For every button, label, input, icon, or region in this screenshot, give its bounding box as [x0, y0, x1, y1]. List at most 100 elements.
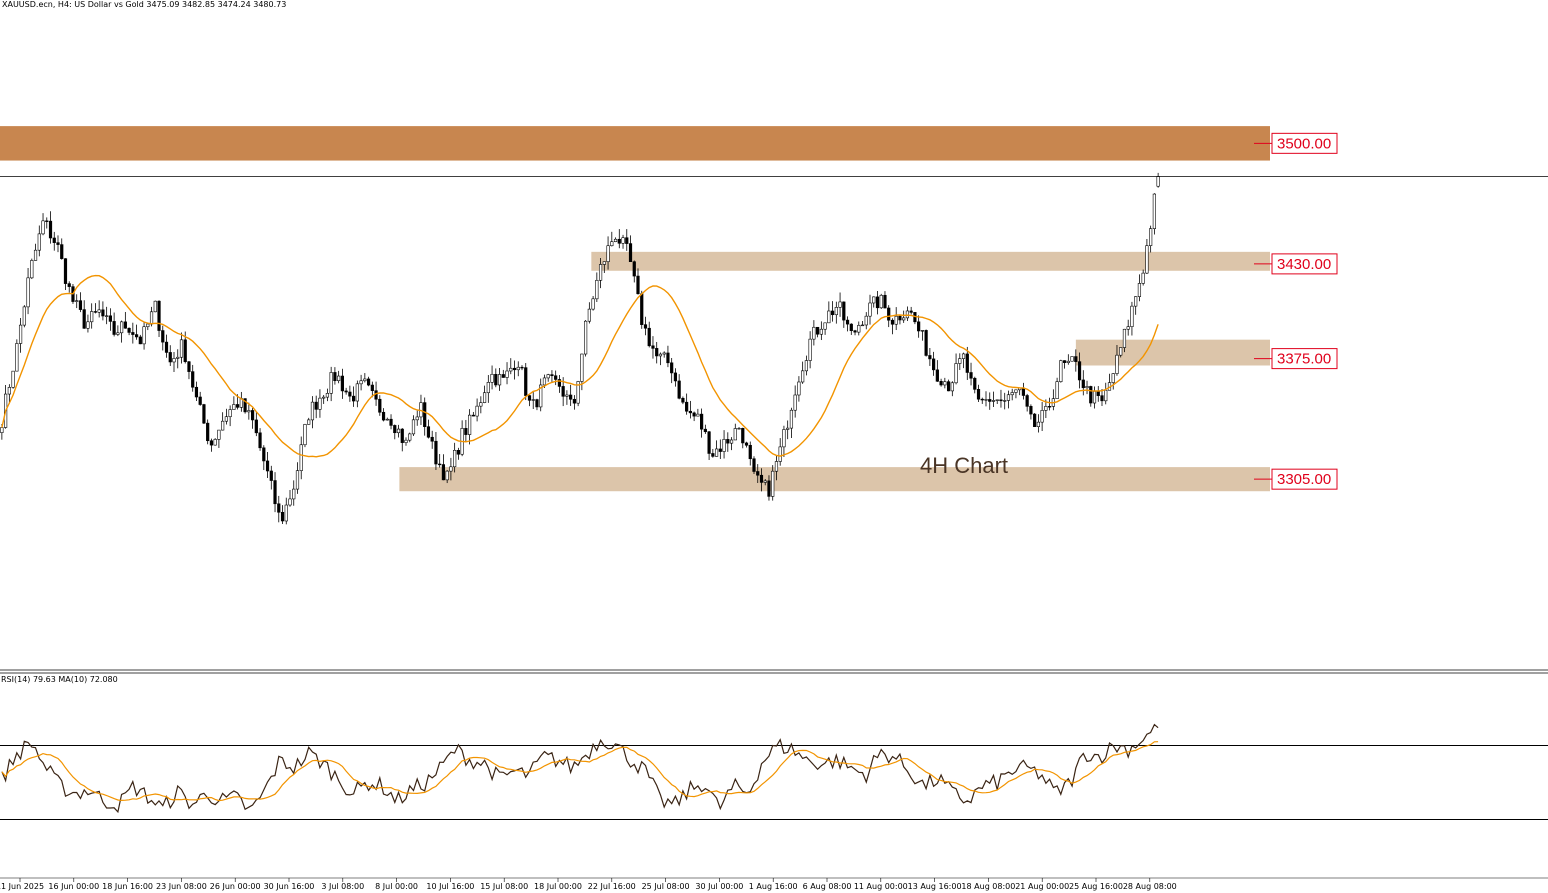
- candle: [75, 294, 79, 309]
- candle: [292, 480, 296, 506]
- rsi-ma-line: [1, 741, 1159, 802]
- level-labels: 3500.00 3430.00 3375.00 3305.00: [1254, 132, 1338, 490]
- candle: [509, 358, 513, 375]
- candle: [1130, 301, 1134, 336]
- candle: [389, 414, 393, 430]
- time-axis-ticks: 11 Jun 2025 16 Jun 00:00 18 Jun 16:00 23 Ju…: [0, 878, 1177, 891]
- candle: [928, 347, 932, 366]
- candle: [1089, 385, 1093, 407]
- candle: [52, 231, 56, 251]
- candle: [969, 362, 973, 386]
- candle: [1051, 389, 1055, 411]
- candle: [782, 425, 786, 457]
- candle: [396, 424, 401, 438]
- candle: [673, 368, 678, 387]
- candle: [804, 355, 808, 376]
- candle: [11, 370, 15, 389]
- candle: [718, 439, 722, 459]
- candle: [827, 301, 831, 324]
- candle: [920, 330, 924, 341]
- candle: [917, 315, 921, 338]
- candle: [501, 369, 505, 378]
- candle: [273, 472, 277, 513]
- candle: [954, 353, 958, 385]
- candle: [883, 291, 887, 309]
- candle: [1104, 382, 1108, 405]
- candle: [172, 352, 176, 372]
- candle: [78, 292, 83, 313]
- candle: [946, 379, 951, 392]
- candle: [692, 411, 696, 422]
- candle: [318, 389, 322, 418]
- candle: [894, 307, 898, 331]
- candle: [254, 411, 258, 437]
- candle: [134, 324, 139, 340]
- candle: [729, 437, 734, 451]
- candle: [606, 236, 610, 270]
- candle: [247, 402, 251, 420]
- candle: [337, 370, 341, 384]
- chart-caption: 4H Chart: [920, 453, 1008, 478]
- candle: [198, 391, 202, 406]
- candle: [752, 456, 756, 475]
- candle: [232, 396, 236, 410]
- candle: [1003, 392, 1007, 410]
- candle: [939, 378, 943, 387]
- candle: [333, 367, 337, 385]
- candle: [741, 427, 745, 449]
- candle: [797, 376, 801, 402]
- candle: [670, 357, 674, 384]
- candle: [348, 385, 352, 402]
- candle: [1018, 387, 1022, 396]
- rsi-header: RSI(14) 79.63 MA(10) 72.080: [1, 675, 118, 684]
- candle: [677, 374, 681, 400]
- candle: [539, 378, 543, 412]
- candle: [935, 360, 939, 382]
- candle: [991, 391, 996, 407]
- candle: [1145, 239, 1149, 275]
- candle: [984, 391, 988, 407]
- x-tick-label-7: 8 Jul 00:00: [375, 882, 418, 891]
- candle: [1062, 360, 1067, 369]
- candle: [864, 312, 868, 330]
- candle: [344, 387, 348, 395]
- candle: [834, 301, 838, 324]
- candle: [512, 360, 517, 380]
- candle: [591, 296, 595, 311]
- candle: [789, 407, 794, 439]
- candle: [423, 397, 427, 436]
- candle: [479, 396, 483, 414]
- candle: [45, 217, 49, 229]
- candle: [97, 300, 101, 318]
- candle: [482, 385, 487, 404]
- candle: [625, 229, 629, 251]
- candle: [41, 213, 45, 236]
- candle: [415, 410, 419, 426]
- candle: [105, 306, 109, 325]
- candle: [468, 409, 472, 445]
- candle: [224, 408, 228, 425]
- candle: [1126, 319, 1130, 336]
- candle: [610, 231, 614, 247]
- candle: [67, 281, 71, 293]
- candle: [801, 361, 805, 384]
- candle: [453, 442, 457, 473]
- candle: [494, 368, 498, 388]
- candle: [4, 384, 8, 429]
- candle: [393, 424, 397, 440]
- candle: [756, 464, 760, 483]
- candle: [569, 384, 573, 406]
- x-tick-label-5: 30 Jun 16:00: [264, 882, 315, 891]
- candle: [527, 395, 532, 407]
- candle: [441, 454, 446, 481]
- candle: [239, 391, 243, 412]
- candle: [33, 243, 38, 261]
- candle: [771, 465, 775, 501]
- candle: [15, 339, 19, 372]
- candle: [314, 395, 318, 419]
- candle: [658, 352, 663, 366]
- candle: [872, 296, 876, 308]
- level-label-0: 3500.00: [1277, 135, 1331, 152]
- candle: [1029, 404, 1033, 420]
